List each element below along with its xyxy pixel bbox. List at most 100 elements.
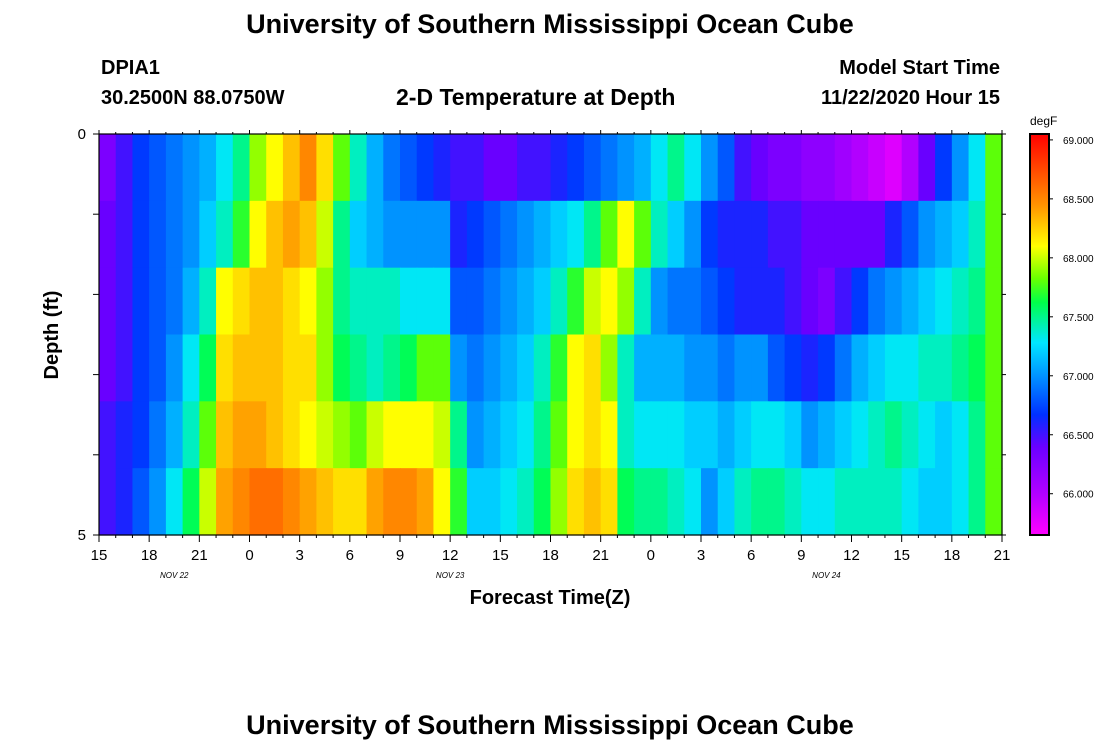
heatmap-cell bbox=[985, 134, 1003, 202]
heatmap-cell bbox=[701, 334, 719, 402]
heatmap-cell bbox=[282, 334, 301, 402]
heatmap-cell bbox=[282, 267, 301, 336]
heatmap-cell bbox=[918, 401, 936, 469]
heatmap-cell bbox=[918, 334, 936, 402]
heatmap-cell bbox=[400, 468, 418, 536]
heatmap-cell bbox=[99, 200, 117, 269]
heatmap-cell bbox=[266, 401, 284, 469]
heatmap-cell bbox=[617, 334, 635, 402]
heatmap-cell bbox=[767, 134, 786, 202]
heatmap-cell bbox=[701, 468, 719, 536]
heatmap-cell bbox=[550, 401, 568, 469]
heatmap-cell bbox=[751, 200, 769, 269]
heatmap-cell bbox=[717, 334, 736, 402]
heatmap-cell bbox=[734, 267, 752, 336]
y-tick-label: 0 bbox=[78, 126, 86, 143]
x-tick-label: 9 bbox=[797, 547, 805, 564]
chart-title: 2-D Temperature at Depth bbox=[396, 84, 676, 110]
heatmap-cell bbox=[517, 134, 535, 202]
heatmap-cell bbox=[383, 334, 401, 402]
heatmap-cell bbox=[751, 468, 769, 536]
heatmap-cell bbox=[701, 401, 719, 469]
heatmap-cell bbox=[115, 200, 134, 269]
heatmap-cell bbox=[149, 134, 167, 202]
heatmap-cell bbox=[784, 200, 802, 269]
heatmap-cell bbox=[533, 200, 552, 269]
x-tick-label: 18 bbox=[542, 547, 559, 564]
heatmap-cell bbox=[299, 468, 317, 536]
heatmap-cell bbox=[935, 134, 953, 202]
heatmap-cell bbox=[316, 200, 334, 269]
heatmap-cell bbox=[935, 334, 953, 402]
heatmap-cell bbox=[684, 200, 702, 269]
heatmap-cell bbox=[567, 468, 585, 536]
heatmap-cell bbox=[985, 401, 1003, 469]
heatmap-cell bbox=[851, 401, 869, 469]
heatmap-cell bbox=[684, 468, 702, 536]
heatmap-cell bbox=[199, 401, 217, 469]
y-axis-label: Depth (ft) bbox=[41, 291, 63, 380]
x-axis-label: Forecast Time(Z) bbox=[470, 587, 631, 609]
heatmap-cell bbox=[299, 334, 317, 402]
heatmap-cell bbox=[767, 334, 786, 402]
heatmap-cell bbox=[500, 200, 518, 269]
heatmap-cell bbox=[216, 200, 234, 269]
heatmap-cell bbox=[266, 267, 284, 336]
heatmap-cell bbox=[784, 267, 802, 336]
heatmap-cell bbox=[232, 468, 251, 536]
heatmap-cell bbox=[132, 134, 150, 202]
heatmap-cell bbox=[466, 267, 485, 336]
heatmap-cell bbox=[884, 200, 903, 269]
heatmap-cell bbox=[951, 468, 970, 536]
heatmap-cell bbox=[968, 334, 986, 402]
heatmap-cell bbox=[316, 401, 334, 469]
heatmap-cell bbox=[333, 267, 351, 336]
heatmap-cell bbox=[901, 468, 919, 536]
x-tick-label: 12 bbox=[843, 547, 860, 564]
colorbar-tick-label: 69.000 bbox=[1063, 136, 1094, 147]
heatmap-cell bbox=[784, 401, 802, 469]
heatmap-cell bbox=[868, 200, 886, 269]
heatmap-cell bbox=[483, 200, 501, 269]
heatmap-cell bbox=[650, 334, 669, 402]
x-tick-label: 21 bbox=[191, 547, 208, 564]
heatmap-cell bbox=[600, 468, 618, 536]
heatmap-cell bbox=[550, 200, 568, 269]
heatmap-cell bbox=[366, 134, 384, 202]
heatmap-cell bbox=[701, 267, 719, 336]
date-label: NOV 24 bbox=[812, 571, 841, 580]
heatmap-cell bbox=[466, 401, 485, 469]
heatmap-cell bbox=[115, 401, 134, 469]
heatmap-cell bbox=[533, 401, 552, 469]
heatmap-cell bbox=[349, 200, 368, 269]
heatmap-cell bbox=[600, 200, 618, 269]
colorbar-tick-label: 67.500 bbox=[1063, 313, 1094, 324]
heatmap-cell bbox=[99, 134, 117, 202]
heatmap-cell bbox=[567, 134, 585, 202]
heatmap-cell bbox=[149, 401, 167, 469]
heatmap-cell bbox=[500, 334, 518, 402]
heatmap-cell bbox=[316, 267, 334, 336]
heatmap-cell bbox=[517, 468, 535, 536]
heatmap-cell bbox=[115, 134, 134, 202]
heatmap-cell bbox=[483, 468, 501, 536]
heatmap-cell bbox=[216, 267, 234, 336]
main-title-bottom: University of Southern Mississippi Ocean… bbox=[246, 710, 854, 740]
heatmap-cell bbox=[617, 134, 635, 202]
heatmap-cell bbox=[533, 134, 552, 202]
heatmap-cell bbox=[550, 334, 568, 402]
x-tick-label: 3 bbox=[697, 547, 705, 564]
heatmap-cell bbox=[634, 401, 652, 469]
heatmap-cell bbox=[734, 401, 752, 469]
colorbar-unit: degF bbox=[1030, 114, 1057, 128]
heatmap-cell bbox=[500, 134, 518, 202]
heatmap-cell bbox=[985, 200, 1003, 269]
heatmap-cell bbox=[901, 334, 919, 402]
heatmap-cell bbox=[366, 267, 384, 336]
date-label: NOV 23 bbox=[436, 571, 465, 580]
heatmap-cell bbox=[951, 134, 970, 202]
heatmap-cell bbox=[818, 401, 836, 469]
heatmap-cell bbox=[383, 134, 401, 202]
heatmap-cell bbox=[232, 134, 251, 202]
